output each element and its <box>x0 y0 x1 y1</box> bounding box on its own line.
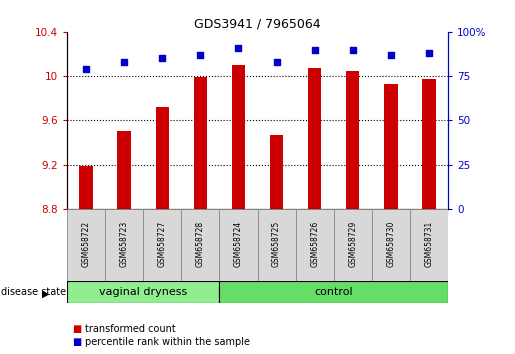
Bar <box>117 131 131 209</box>
Point <box>120 59 128 65</box>
Text: GSM658729: GSM658729 <box>348 221 357 267</box>
Text: GSM658722: GSM658722 <box>81 221 91 267</box>
Text: GSM658726: GSM658726 <box>310 221 319 267</box>
Bar <box>410 209 448 281</box>
Bar <box>67 209 105 281</box>
Bar <box>181 209 219 281</box>
Bar <box>105 209 143 281</box>
Bar <box>258 209 296 281</box>
Text: ■: ■ <box>72 337 81 347</box>
Bar <box>346 70 359 209</box>
Point <box>387 52 395 58</box>
Text: GSM658724: GSM658724 <box>234 221 243 267</box>
Point <box>425 50 433 56</box>
Text: control: control <box>314 287 353 297</box>
Bar <box>334 209 372 281</box>
Text: percentile rank within the sample: percentile rank within the sample <box>85 337 250 347</box>
Text: GSM658723: GSM658723 <box>119 221 129 267</box>
Text: GSM658730: GSM658730 <box>386 221 396 267</box>
Bar <box>372 209 410 281</box>
Bar <box>270 135 283 209</box>
Bar <box>143 209 181 281</box>
Text: transformed count: transformed count <box>85 324 176 333</box>
Point <box>272 59 281 65</box>
Bar <box>219 281 448 303</box>
Bar <box>384 84 398 209</box>
Text: ■: ■ <box>72 324 81 333</box>
Title: GDS3941 / 7965064: GDS3941 / 7965064 <box>194 18 321 31</box>
Bar <box>296 209 334 281</box>
Bar <box>232 65 245 209</box>
Bar <box>156 107 169 209</box>
Text: GSM658727: GSM658727 <box>158 221 167 267</box>
Bar <box>79 166 93 209</box>
Point <box>349 47 357 52</box>
Point <box>82 66 90 72</box>
Bar <box>194 77 207 209</box>
Text: ▶: ▶ <box>42 289 50 299</box>
Text: GSM658725: GSM658725 <box>272 221 281 267</box>
Bar <box>308 68 321 209</box>
Point <box>234 45 243 51</box>
Bar <box>67 281 219 303</box>
Point <box>196 52 204 58</box>
Bar <box>219 209 258 281</box>
Text: GSM658731: GSM658731 <box>424 221 434 267</box>
Text: vaginal dryness: vaginal dryness <box>99 287 187 297</box>
Bar <box>422 79 436 209</box>
Point <box>158 56 166 61</box>
Text: GSM658728: GSM658728 <box>196 221 205 267</box>
Text: disease state: disease state <box>1 287 66 297</box>
Point <box>311 47 319 52</box>
